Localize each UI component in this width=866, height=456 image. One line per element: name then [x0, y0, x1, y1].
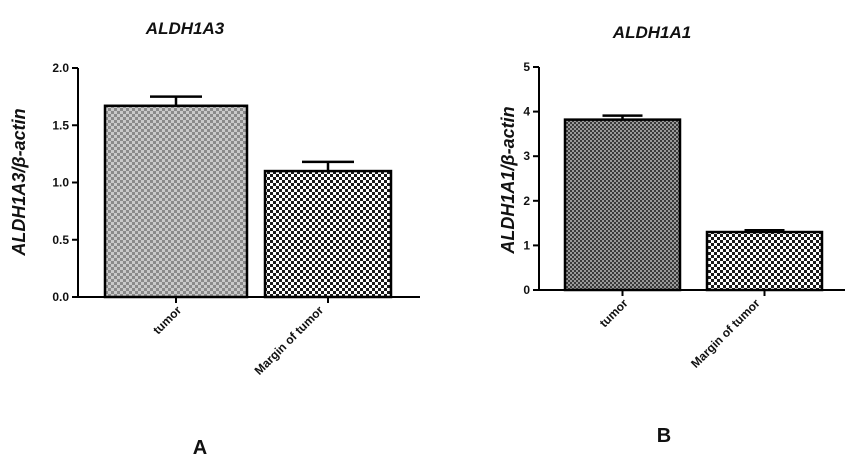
y-tick-label: 5 — [523, 60, 530, 74]
bar-tumor — [103, 104, 249, 299]
x-tick-label: Margin of tumor — [688, 296, 763, 371]
bar-tumor — [563, 118, 682, 292]
bar-margin-of-tumor — [705, 230, 824, 292]
bars — [563, 114, 824, 292]
y-axis-label: ALDH1A3/β-actin — [9, 108, 29, 256]
y-tick-label: 1.5 — [52, 118, 69, 132]
y-ticks: 0 1 2 3 4 5 — [523, 60, 539, 297]
x-ticks: tumor Margin of tumor — [150, 297, 329, 378]
y-ticks: 0.0 0.5 1.0 1.5 2.0 — [52, 61, 78, 304]
y-tick-label: 0 — [523, 283, 530, 297]
y-axis-label: ALDH1A1/β-actin — [498, 106, 518, 254]
chart-title: ALDH1A1 — [612, 23, 691, 42]
y-tick-label: 1.0 — [52, 176, 69, 190]
y-tick-label: 3 — [523, 149, 530, 163]
bar-margin-of-tumor — [263, 169, 393, 299]
chart-aldh1a3: ALDH1A3 ALDH1A3/β-actin 0.00.51.01.52.0 … — [9, 19, 420, 456]
x-tick-label: Margin of tumor — [252, 303, 327, 378]
y-tick-label: 0.5 — [52, 233, 69, 247]
y-tick-label: 2.0 — [52, 61, 69, 75]
y-tick-label: 2 — [523, 194, 530, 208]
chart-aldh1a1: ALDH1A1 ALDH1A1/β-actin 0 1 2 3 4 5 tumor Marg… — [498, 23, 845, 447]
x-ticks: tumor Margin of tumor — [597, 290, 766, 371]
x-tick-label: tumor — [597, 296, 631, 330]
panel-label: B — [657, 425, 671, 447]
y-tick-label: 4 — [523, 105, 530, 119]
chart-title: ALDH1A3 — [145, 19, 225, 38]
y-tick-label: 1 — [523, 238, 530, 252]
y-tick-label: 0.0 — [52, 290, 69, 304]
panel-label: A — [193, 437, 207, 456]
x-tick-label: tumor — [150, 303, 184, 337]
bars — [103, 95, 393, 299]
